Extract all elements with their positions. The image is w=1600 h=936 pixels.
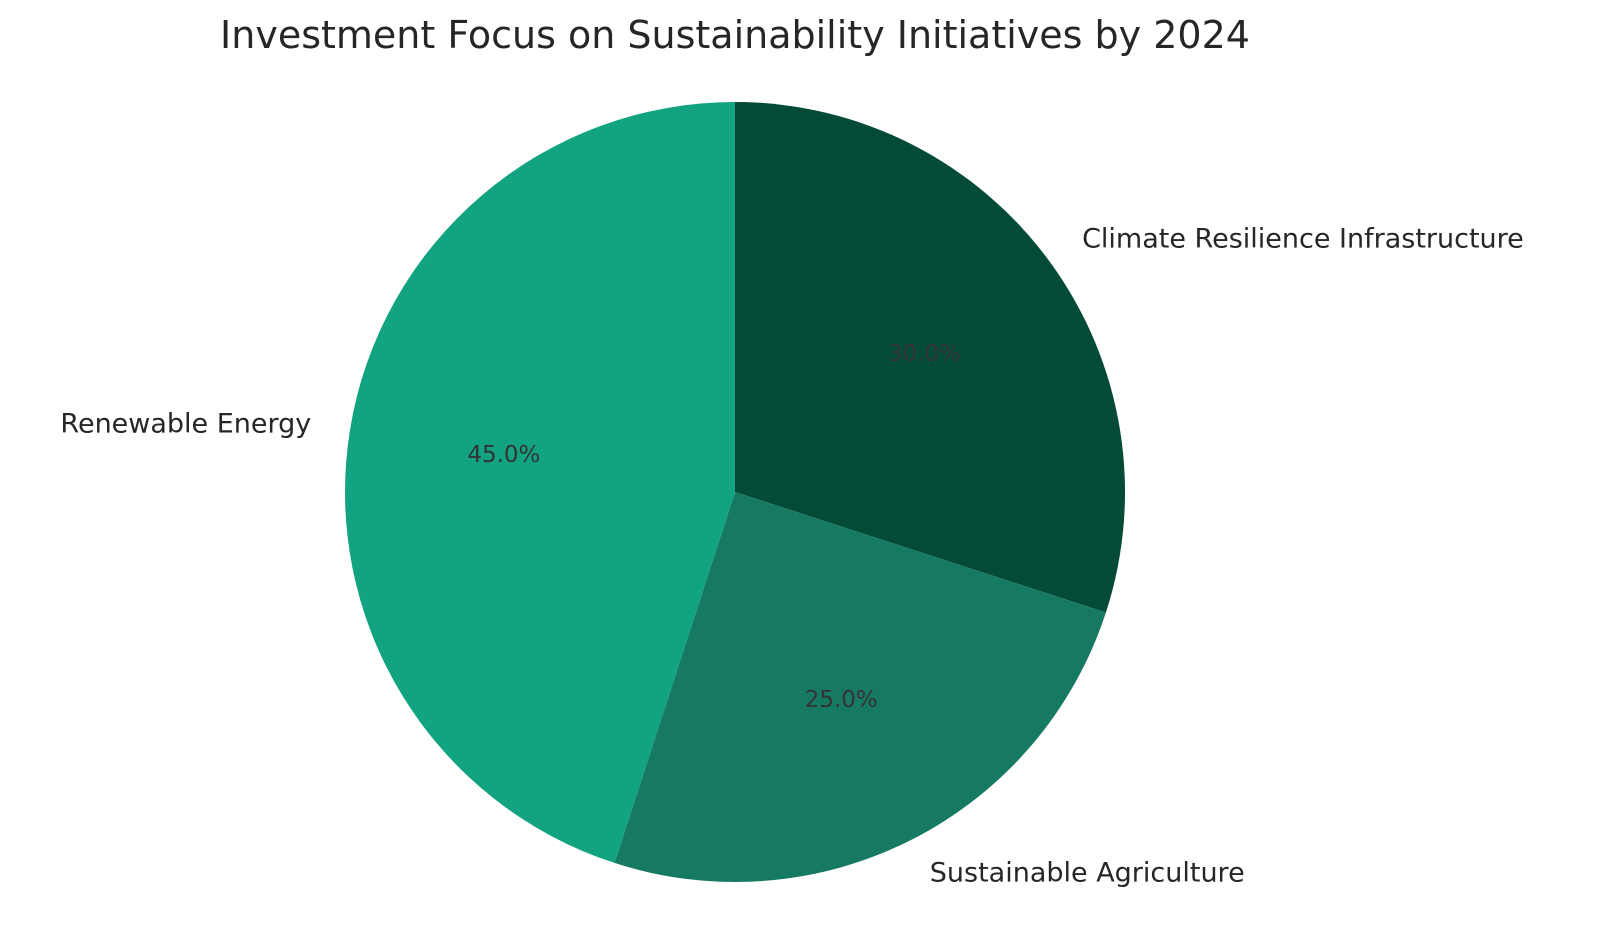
pie-slices [345, 102, 1125, 882]
slice-label-sustainable-agriculture: Sustainable Agriculture [930, 858, 1245, 889]
pct-label-sustainable-agriculture: 25.0% [805, 687, 878, 713]
pct-label-renewable-energy: 45.0% [467, 442, 540, 468]
pie-labels: Climate Resilience Infrastructure 30.0% Su… [60, 223, 1523, 888]
pie-slice-sustainable-agriculture [614, 492, 1106, 882]
slice-label-climate-resilience-infrastructure: Climate Resilience Infrastructure [1082, 223, 1524, 254]
pie-slice-renewable-energy [345, 102, 735, 863]
chart-title: Investment Focus on Sustainability Initi… [220, 13, 1250, 57]
pct-label-climate-resilience-infrastructure: 30.0% [888, 341, 961, 367]
pie-slice-climate-resilience-infrastructure [735, 102, 1125, 613]
slice-label-renewable-energy: Renewable Energy [60, 408, 311, 439]
